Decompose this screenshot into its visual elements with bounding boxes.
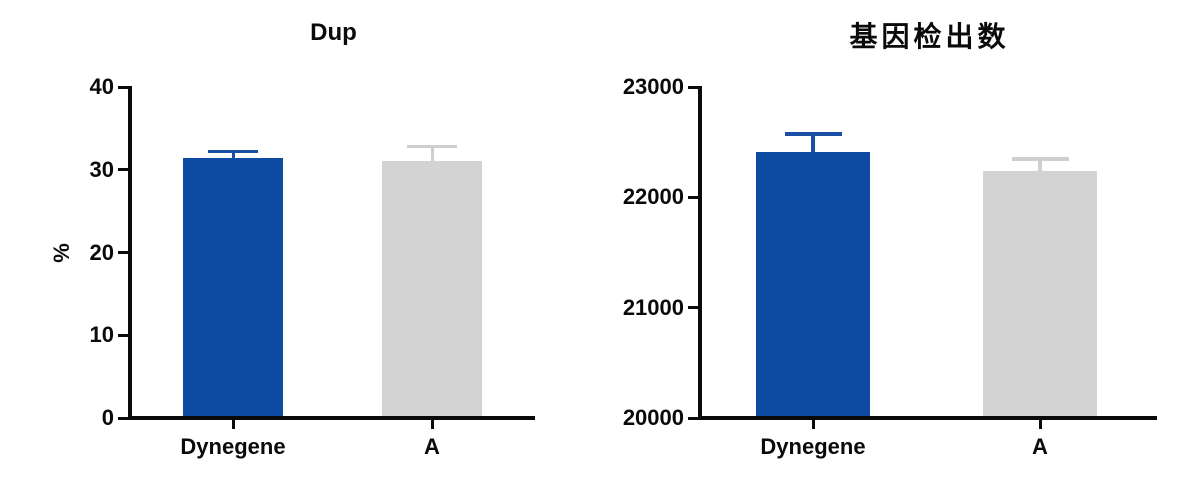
error-bar-cap	[784, 131, 842, 136]
y-tick-label: 40	[89, 74, 114, 99]
error-bar-cap	[407, 145, 457, 149]
bar-dynegene	[183, 158, 283, 418]
x-tick	[430, 420, 434, 429]
error-bar-stem	[430, 146, 434, 167]
y-axis	[698, 86, 702, 418]
error-bar-stem	[811, 133, 815, 159]
y-tick-label: 20	[89, 239, 114, 265]
error-bar-stem	[231, 151, 235, 165]
error-bar-cap	[208, 150, 258, 154]
y-tick	[118, 85, 128, 89]
x-tick	[231, 420, 235, 429]
x-axis	[698, 416, 1157, 420]
y-tick	[688, 416, 698, 420]
x-category-label: Dynegene	[180, 434, 286, 459]
y-tick	[688, 195, 698, 199]
bar-a	[382, 160, 482, 418]
x-category-label: A	[1032, 434, 1048, 459]
y-tick	[688, 306, 698, 310]
chart-title: Dup	[310, 19, 357, 46]
bar-a	[983, 170, 1097, 418]
x-axis	[128, 416, 535, 420]
y-tick	[118, 168, 128, 172]
error-bar-stem	[1038, 158, 1042, 177]
x-category-label: Dynegene	[760, 434, 866, 459]
y-tick-label: 0	[101, 405, 114, 430]
y-axis	[128, 86, 132, 418]
y-tick-label: 21000	[622, 294, 684, 320]
y-tick-label: 30	[89, 156, 114, 182]
error-bar-cap	[1011, 156, 1069, 161]
y-tick-label: 10	[89, 322, 114, 348]
bar-dynegene	[756, 152, 870, 418]
x-tick	[811, 420, 815, 429]
y-tick	[118, 416, 128, 420]
chart-title: 基因检出数	[849, 21, 1010, 52]
y-tick-label: 23000	[622, 74, 684, 99]
y-tick-label: 22000	[622, 184, 684, 210]
x-category-label: A	[424, 434, 440, 459]
y-tick	[118, 333, 128, 337]
y-tick	[118, 251, 128, 254]
x-tick	[1038, 420, 1042, 429]
y-tick-label: 20000	[622, 405, 684, 430]
y-tick	[688, 85, 698, 89]
